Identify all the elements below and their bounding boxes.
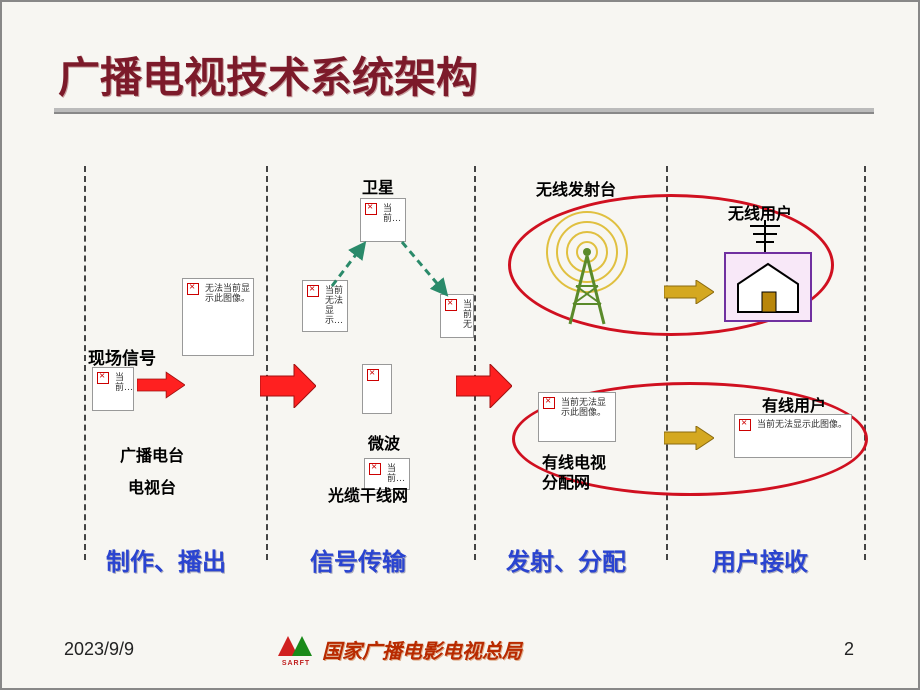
footer-page-number: 2 [844,639,854,660]
broken-image-icon: 当前无法显示此图像。 [538,392,616,442]
footer-date: 2023/9/9 [64,639,134,660]
col-divider [266,166,268,560]
label-live-signal: 现场信号 [88,344,156,369]
label-station2: 电视台 [128,474,176,498]
title-underline [54,108,874,112]
col-divider [474,166,476,560]
svg-text:SARFT: SARFT [282,660,310,666]
label-microwave: 微波 [368,430,400,454]
antenna-icon [740,220,790,256]
label-fiber-wireless: 光缆干线网 [328,482,408,506]
slide-container: 广播电视技术系统架构 现场信号 当前… 无法当前显示此图像。 广播电台 电视台 … [0,0,920,690]
col-divider [84,166,86,560]
label-satellite: 卫星 [362,174,394,198]
gold-arrow-icon [664,426,714,450]
tower-icon [532,208,642,328]
slide-title: 广播电视技术系统架构 [58,44,478,105]
broken-image-icon [362,364,392,414]
stage-label: 制作、播出 [106,542,226,577]
label-cable-dist: 有线电视 分配网 [542,454,606,494]
stage-label: 发射、分配 [506,542,626,577]
stage-label: 用户接收 [712,542,808,577]
col-divider [864,166,866,560]
footer-org: 国家广播电影电视总局 [322,635,522,664]
house-box [724,252,812,322]
label-cable-user: 有线用户 [762,392,826,416]
red-arrow-icon [137,370,185,400]
broken-image-icon: 无法当前显示此图像。 [182,278,254,356]
label-wireless-tx: 无线发射台 [536,176,616,200]
broken-image-icon: 当前无法显示此图像。 [734,414,852,458]
dashed-arrow-icon [302,202,472,312]
broken-image-icon: 当前… [92,367,134,411]
red-arrow-icon [260,364,316,408]
sarft-logo-icon: SARFT [274,632,318,666]
stage-label: 信号传输 [310,542,406,577]
label-station1: 广播电台 [120,442,184,466]
gold-arrow-icon [664,280,714,304]
red-arrow-icon [456,364,512,408]
